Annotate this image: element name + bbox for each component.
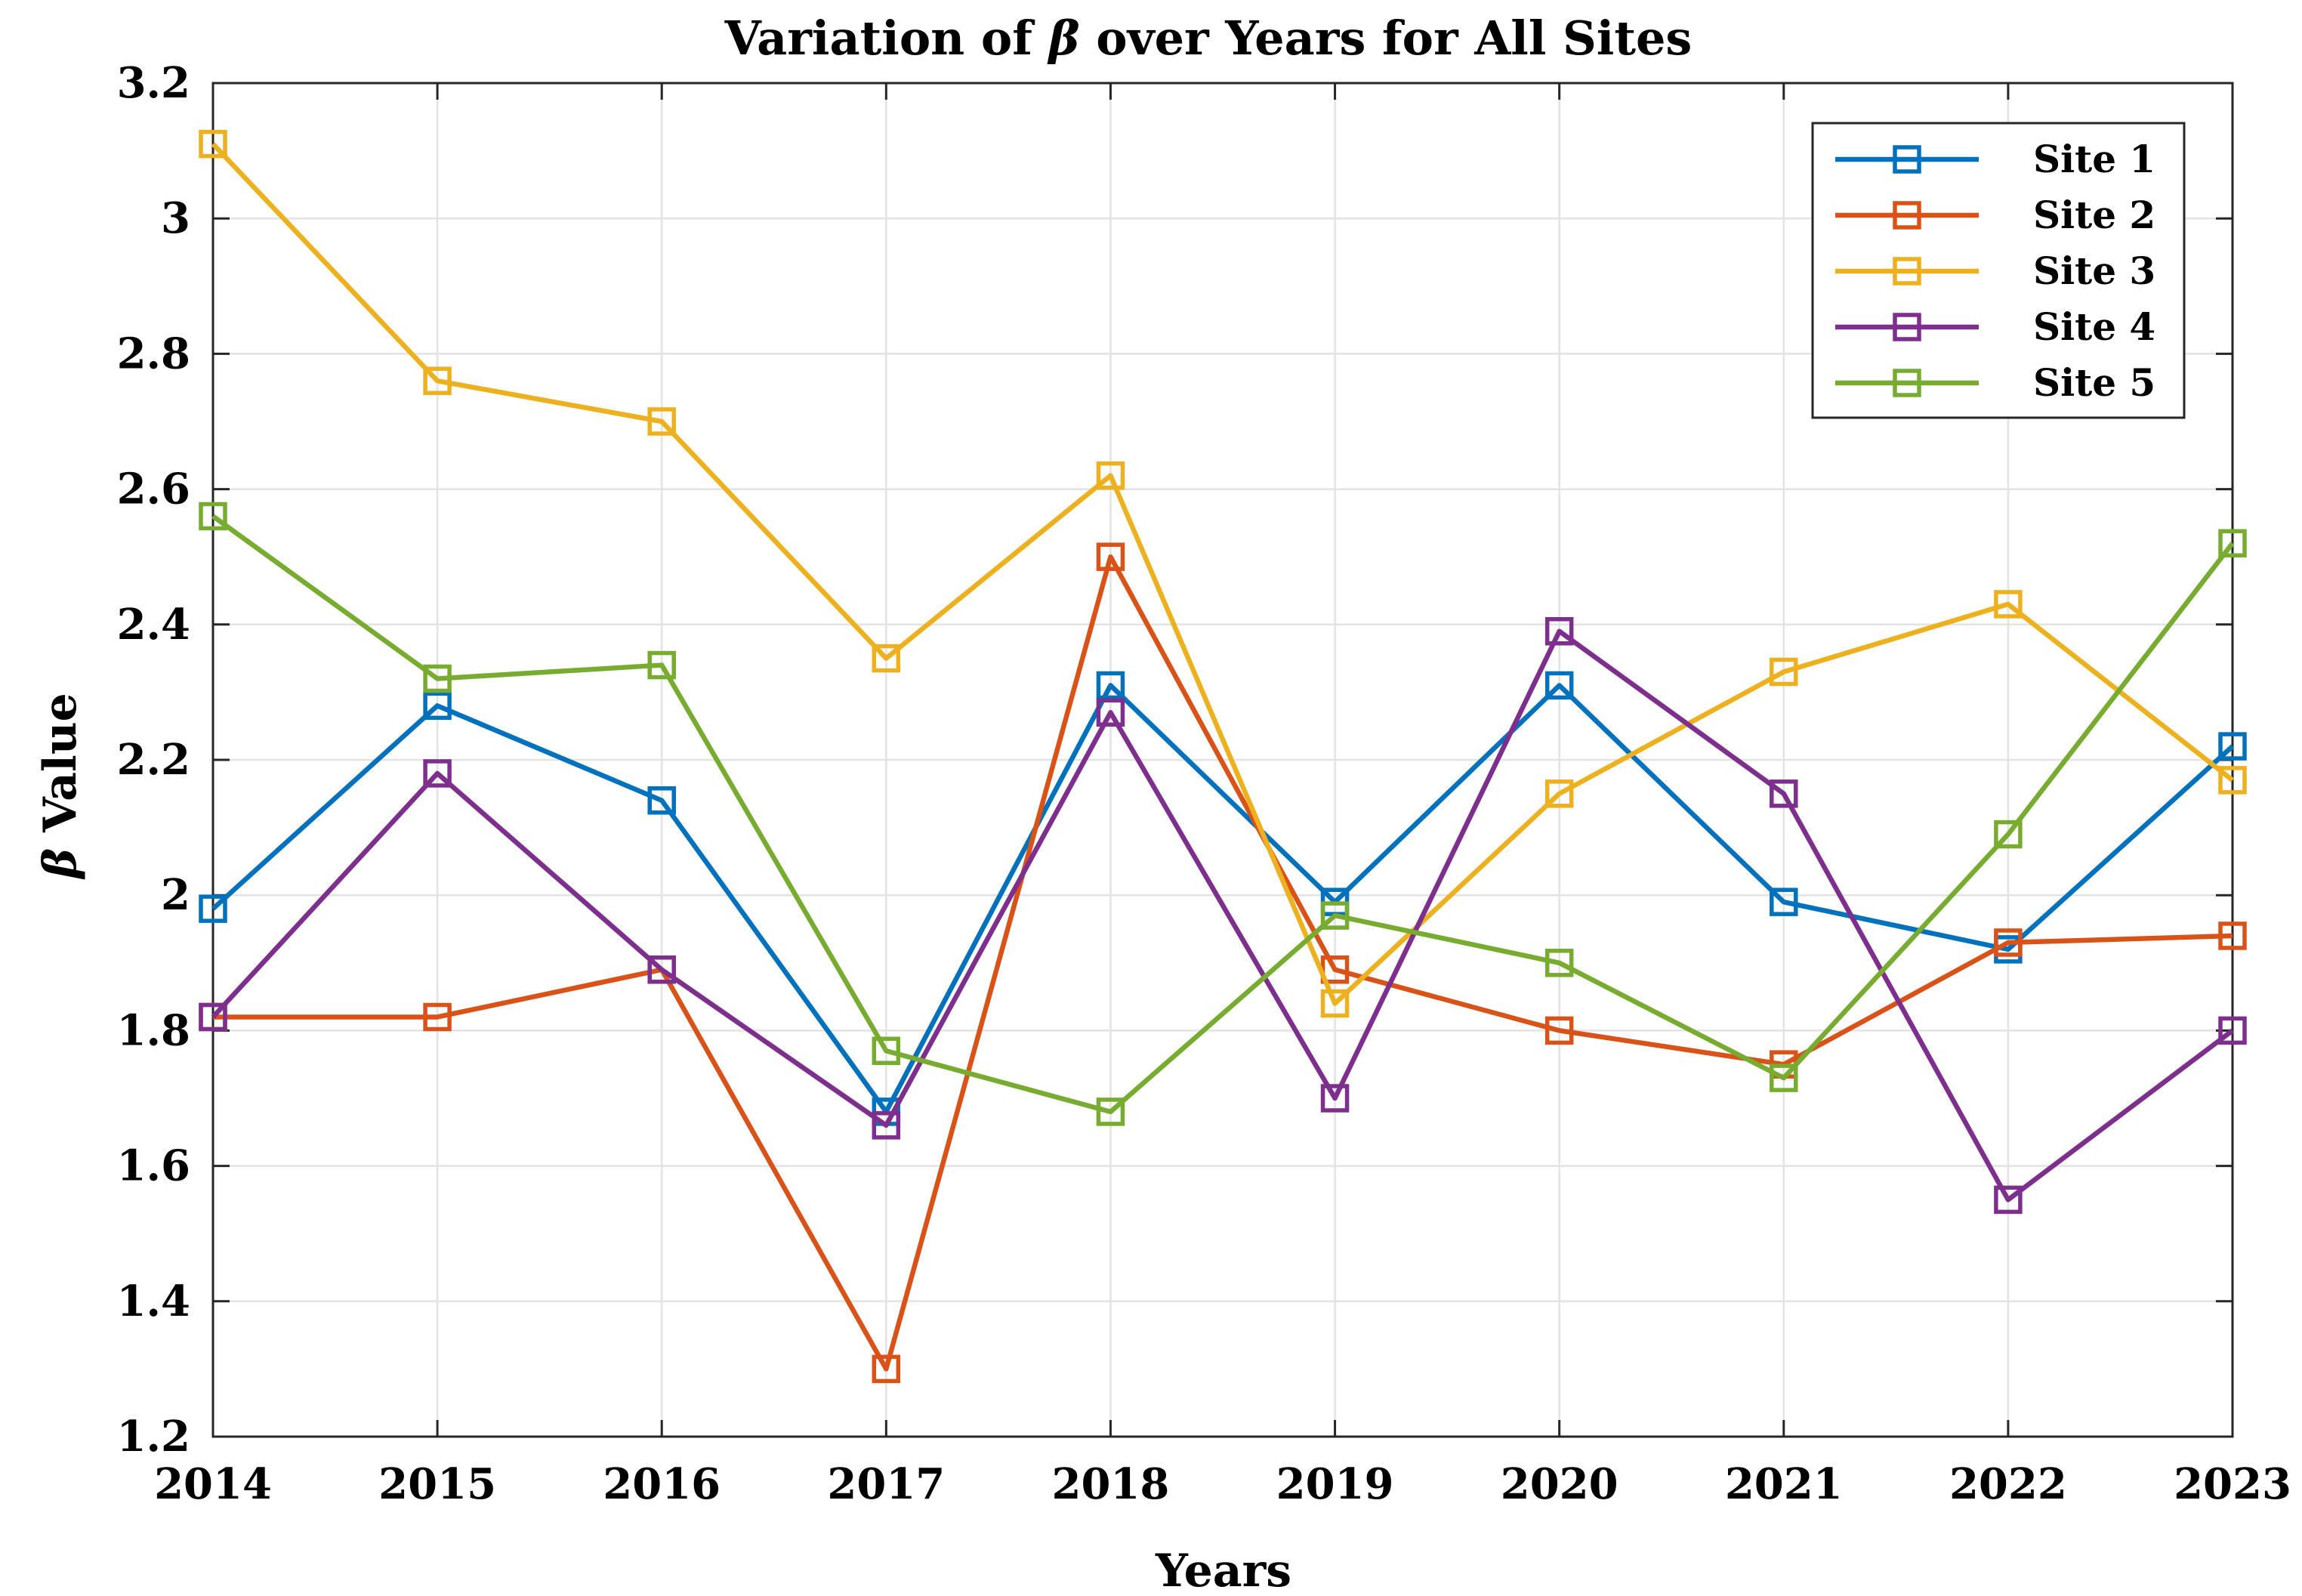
data-point-marker xyxy=(199,502,227,531)
data-point-marker xyxy=(1320,1084,1350,1113)
series-line xyxy=(213,554,2233,1372)
data-point-marker xyxy=(2218,766,2247,795)
y-axis-label: β Value xyxy=(34,693,87,879)
data-point-marker xyxy=(1770,1063,1798,1092)
data-point-marker xyxy=(1994,820,2023,849)
legend-item: Site 2 xyxy=(1835,193,2155,237)
y-tick-label: 2.4 xyxy=(117,600,190,650)
data-point-marker xyxy=(1994,928,2023,957)
series-line xyxy=(211,142,2235,1006)
y-tick-label: 3 xyxy=(161,193,190,243)
x-tick-label: 2021 xyxy=(1725,1459,1843,1509)
data-point-marker xyxy=(1544,617,1574,646)
legend-item: Site 4 xyxy=(1835,304,2155,349)
data-point-marker xyxy=(1096,461,1125,490)
y-tick-label: 3.2 xyxy=(117,58,190,108)
legend-marker xyxy=(1893,257,1921,286)
x-tick-label: 2014 xyxy=(154,1459,272,1509)
data-point-marker xyxy=(1994,590,2023,619)
series-lines xyxy=(199,129,2247,1384)
legend-label: Site 1 xyxy=(2033,137,2155,181)
legend-marker xyxy=(1893,145,1921,174)
data-point-marker xyxy=(423,691,452,721)
data-point-marker xyxy=(1544,779,1574,808)
data-point-marker xyxy=(872,1036,901,1066)
x-tick-label: 2017 xyxy=(827,1459,945,1509)
data-point-marker xyxy=(872,1354,901,1384)
x-tick-label: 2015 xyxy=(378,1459,496,1509)
data-point-marker xyxy=(423,366,452,395)
legend-item: Site 3 xyxy=(1835,249,2155,293)
chart-title: Variation of β over Years for All Sites xyxy=(724,11,1693,66)
legend-label: Site 2 xyxy=(2033,193,2155,237)
data-point-marker xyxy=(1770,779,1798,808)
data-point-marker xyxy=(647,650,676,680)
y-tick-label: 2.2 xyxy=(117,735,190,785)
y-tick-label: 1.8 xyxy=(117,1005,190,1055)
data-point-marker xyxy=(647,407,676,436)
series-line xyxy=(211,628,2234,1202)
x-tick-label: 2022 xyxy=(1949,1459,2067,1509)
data-point-marker xyxy=(1320,901,1350,930)
data-point-marker xyxy=(1096,698,1125,727)
legend-marker xyxy=(1893,369,1921,397)
data-point-marker xyxy=(1096,671,1125,700)
data-point-marker xyxy=(199,1002,227,1032)
x-tick-label: 2023 xyxy=(2174,1459,2291,1509)
y-tick-label: 2.6 xyxy=(117,465,190,514)
y-tick-label: 1.6 xyxy=(117,1141,190,1191)
data-point-marker xyxy=(2218,1016,2247,1045)
x-tick-label: 2018 xyxy=(1052,1459,1170,1509)
legend-item: Site 1 xyxy=(1835,137,2155,181)
series-4 xyxy=(199,617,2247,1215)
x-axis-label: Years xyxy=(1155,1545,1291,1596)
data-point-marker xyxy=(2218,732,2247,761)
data-point-marker xyxy=(872,644,901,673)
data-point-marker xyxy=(2218,529,2247,558)
y-tick-label: 2 xyxy=(161,870,190,920)
legend-label: Site 5 xyxy=(2033,360,2155,405)
data-point-marker xyxy=(1096,542,1125,571)
legend-marker xyxy=(1893,201,1921,230)
data-point-marker xyxy=(872,1111,901,1140)
data-point-marker xyxy=(423,759,452,788)
data-point-marker xyxy=(1770,888,1798,916)
x-tick-label: 2019 xyxy=(1276,1459,1394,1509)
series-3 xyxy=(199,129,2247,1018)
legend-label: Site 4 xyxy=(2033,304,2155,349)
legend-item: Site 5 xyxy=(1835,360,2155,405)
data-point-marker xyxy=(2218,921,2247,950)
y-tick-label: 2.8 xyxy=(117,329,190,378)
data-point-marker xyxy=(1994,1185,2023,1215)
data-point-marker xyxy=(1544,1016,1574,1045)
data-point-marker xyxy=(199,894,227,923)
series-line xyxy=(211,514,2235,1115)
data-point-marker xyxy=(1544,949,1574,977)
data-point-marker xyxy=(199,129,227,159)
y-tick-label: 1.2 xyxy=(117,1412,190,1462)
series-line xyxy=(211,683,2235,1115)
legend: Site 1 Site 2 Site 3 Site 4 Site 5 xyxy=(1811,122,2186,419)
series-5 xyxy=(199,502,2247,1126)
data-point-marker xyxy=(1320,989,1350,1018)
legend-label: Site 3 xyxy=(2033,249,2155,293)
data-point-marker xyxy=(1096,1097,1125,1126)
data-point-marker xyxy=(423,664,452,693)
data-point-marker xyxy=(1770,657,1798,687)
x-tick-label: 2020 xyxy=(1501,1459,1618,1509)
data-point-marker xyxy=(647,786,676,815)
axis-ticks: 2014 2015 2016 2017 2018 2019 2020 2021 2022 2023… xyxy=(117,58,2291,1509)
legend-marker xyxy=(1893,313,1921,341)
y-tick-label: 1.4 xyxy=(117,1276,190,1326)
data-point-marker xyxy=(423,1002,452,1032)
data-point-marker xyxy=(1544,671,1574,700)
x-tick-label: 2016 xyxy=(603,1459,721,1509)
data-point-marker xyxy=(647,955,676,984)
